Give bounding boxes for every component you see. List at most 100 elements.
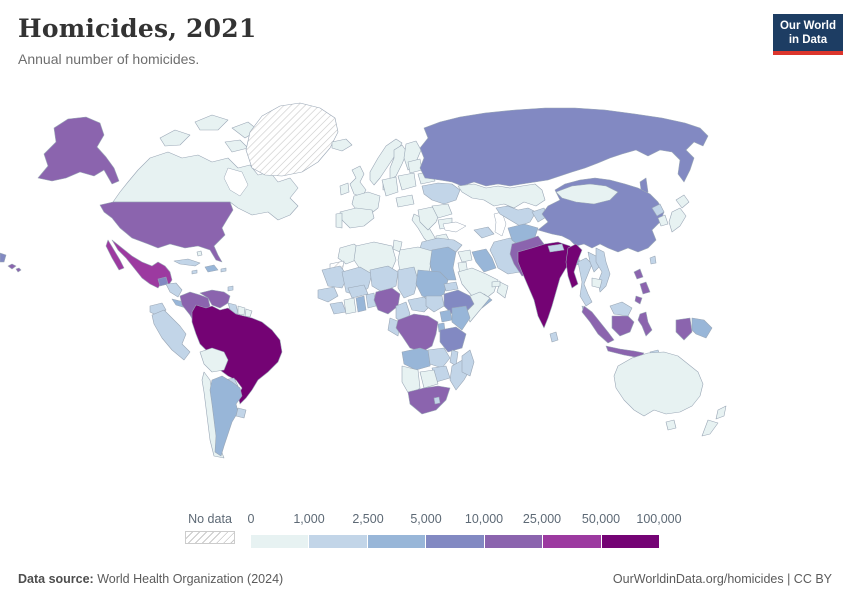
country-mexico[interactable] <box>111 239 173 289</box>
legend-no-data-swatch[interactable] <box>185 531 235 544</box>
country-lesotho[interactable] <box>433 396 441 405</box>
country-dr-congo[interactable] <box>395 313 439 353</box>
legend-bucket-1[interactable] <box>309 535 368 548</box>
sea-hudson-bay <box>223 167 249 197</box>
country-russia-wrap-sliver[interactable] <box>0 252 7 263</box>
country-taiwan[interactable] <box>649 255 657 265</box>
country-greenland[interactable] <box>245 102 339 177</box>
country-indonesia-sumatra[interactable] <box>581 305 615 344</box>
country-somalia[interactable] <box>465 291 491 323</box>
country-uzbekistan-turkmenistan[interactable] <box>495 205 537 227</box>
country-india[interactable] <box>517 241 579 329</box>
country-togo-benin[interactable] <box>365 292 377 309</box>
country-south-korea[interactable] <box>657 214 669 227</box>
country-canada-arctic-1[interactable] <box>159 129 191 147</box>
country-argentina[interactable] <box>209 375 243 457</box>
country-nepal[interactable] <box>547 243 565 253</box>
country-poland[interactable] <box>397 172 417 191</box>
country-usa-alaska[interactable] <box>37 116 120 185</box>
country-iraq[interactable] <box>471 248 497 273</box>
country-kenya[interactable] <box>451 305 471 331</box>
owid-link[interactable]: OurWorldinData.org/homicides | CC BY <box>612 572 832 586</box>
country-canada-arctic-4[interactable] <box>224 139 249 153</box>
country-saudi-arabia[interactable] <box>457 267 499 301</box>
country-niger[interactable] <box>369 265 399 293</box>
country-trinidad[interactable] <box>227 285 234 292</box>
country-portugal[interactable] <box>335 212 343 229</box>
country-central-europe[interactable] <box>395 194 415 208</box>
country-papua-new-guinea[interactable] <box>691 317 713 339</box>
country-balkans[interactable] <box>417 206 441 231</box>
country-south-africa[interactable] <box>407 385 451 415</box>
country-syria[interactable] <box>457 249 473 263</box>
country-ireland[interactable] <box>339 182 350 196</box>
country-senegal-guinea[interactable] <box>317 286 339 303</box>
country-usa[interactable] <box>99 201 234 263</box>
country-sri-lanka[interactable] <box>549 331 559 343</box>
country-canada-arctic-2[interactable] <box>194 114 229 131</box>
country-myanmar[interactable] <box>565 243 583 289</box>
country-uruguay[interactable] <box>235 407 247 419</box>
country-chad[interactable] <box>397 266 419 299</box>
country-peru[interactable] <box>151 309 191 361</box>
legend-bucket-6[interactable] <box>601 535 659 548</box>
country-germany[interactable] <box>381 176 399 197</box>
country-ukraine[interactable] <box>421 182 461 205</box>
country-ivory-coast[interactable] <box>343 297 357 315</box>
country-iceland[interactable] <box>331 138 353 152</box>
country-french-guiana[interactable] <box>244 308 253 318</box>
country-indonesia-papua[interactable] <box>675 317 693 341</box>
country-tanzania[interactable] <box>439 326 467 353</box>
country-indonesia-sulawesi[interactable] <box>637 311 653 337</box>
country-sweden[interactable] <box>389 144 408 181</box>
country-botswana[interactable] <box>419 369 439 389</box>
country-hispaniola[interactable] <box>204 264 219 273</box>
country-caucasus[interactable] <box>473 226 495 239</box>
country-gabon-congo[interactable] <box>387 317 401 337</box>
country-eritrea[interactable] <box>443 281 459 292</box>
legend-bucket-4[interactable] <box>484 535 544 548</box>
country-sierra-leone-liberia[interactable] <box>329 301 347 315</box>
country-cuba[interactable] <box>173 258 201 267</box>
country-laos[interactable] <box>587 251 601 273</box>
country-kazakhstan[interactable] <box>457 183 546 209</box>
country-suriname[interactable] <box>237 305 246 316</box>
country-australia[interactable] <box>613 351 704 417</box>
country-malaysia-borneo[interactable] <box>609 301 633 317</box>
legend-bucket-0[interactable] <box>251 535 310 548</box>
country-philippines[interactable] <box>633 268 651 305</box>
legend-bucket-5[interactable] <box>543 535 602 548</box>
country-uganda[interactable] <box>439 309 453 323</box>
country-uk[interactable] <box>349 165 367 198</box>
country-honduras-nicaragua[interactable] <box>165 282 183 298</box>
country-australia-tasmania[interactable] <box>665 419 677 431</box>
legend-bucket-3[interactable] <box>426 535 485 548</box>
country-south-sudan[interactable] <box>425 295 445 313</box>
country-uae-qatar[interactable] <box>491 280 501 288</box>
country-new-zealand[interactable] <box>701 405 727 437</box>
country-burkina-faso[interactable] <box>347 284 369 299</box>
country-bolivia[interactable] <box>199 347 229 373</box>
country-japan[interactable] <box>668 194 690 233</box>
country-mexico-baja[interactable] <box>105 239 125 271</box>
country-jamaica[interactable] <box>191 269 198 275</box>
country-ghana[interactable] <box>355 295 367 313</box>
country-angola[interactable] <box>401 347 433 371</box>
page-title: Homicides, 2021 <box>18 14 257 43</box>
country-madagascar[interactable] <box>461 349 475 377</box>
country-cambodia[interactable] <box>591 277 603 289</box>
country-russia[interactable] <box>419 107 709 187</box>
country-thailand[interactable] <box>577 257 593 307</box>
country-spain[interactable] <box>339 207 375 229</box>
country-bahamas[interactable] <box>196 250 203 257</box>
country-mongolia[interactable] <box>555 183 619 205</box>
country-zambia[interactable] <box>427 347 451 369</box>
legend-bucket-2[interactable] <box>367 535 427 548</box>
country-nigeria[interactable] <box>373 287 401 315</box>
country-usa-hawaii[interactable] <box>7 263 22 273</box>
country-north-korea[interactable] <box>651 203 665 217</box>
country-indonesia-kalimantan[interactable] <box>611 315 635 337</box>
country-romania[interactable] <box>431 203 453 219</box>
legend-tick-1: 1,000 <box>293 512 325 526</box>
country-puerto-rico[interactable] <box>220 267 227 273</box>
